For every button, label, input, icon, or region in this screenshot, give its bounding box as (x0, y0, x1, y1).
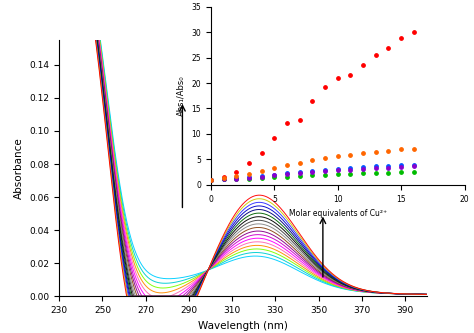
Point (245, 174, 253, 180)
Point (321, 156, 329, 161)
Point (207, 177, 215, 182)
Point (359, 165, 367, 170)
Point (271, 172, 278, 177)
X-axis label: Molar equivalents of Cu²⁺: Molar equivalents of Cu²⁺ (289, 209, 387, 218)
Point (220, 176, 228, 182)
Point (220, 176, 228, 182)
Point (384, 148, 392, 154)
Point (346, 153, 354, 158)
Point (410, 162, 418, 167)
Point (397, 36, 405, 41)
Point (309, 158, 316, 163)
Point (334, 166, 341, 171)
Point (283, 171, 291, 177)
Point (384, 170, 392, 175)
Point (220, 175, 228, 181)
Point (296, 173, 303, 178)
Point (334, 171, 341, 177)
Point (283, 174, 291, 179)
Point (410, 169, 418, 174)
Point (283, 170, 291, 176)
Point (334, 154, 341, 159)
Point (245, 161, 253, 166)
Point (309, 98, 316, 104)
Point (359, 170, 367, 176)
Point (384, 163, 392, 168)
Point (245, 175, 253, 180)
Point (321, 167, 329, 172)
Point (359, 63, 367, 68)
Point (346, 73, 354, 78)
Point (207, 177, 215, 182)
Point (309, 169, 316, 175)
Point (207, 177, 215, 182)
Point (258, 175, 265, 180)
Point (410, 146, 418, 151)
Point (232, 176, 240, 181)
Point (397, 163, 405, 168)
Point (207, 177, 215, 182)
Point (271, 135, 278, 141)
Point (397, 147, 405, 152)
Point (232, 169, 240, 175)
Point (232, 173, 240, 179)
Point (296, 160, 303, 166)
Point (232, 176, 240, 182)
Point (346, 167, 354, 172)
Point (283, 120, 291, 126)
Point (397, 165, 405, 170)
Point (397, 169, 405, 175)
Point (296, 117, 303, 122)
Point (232, 175, 240, 181)
Point (245, 176, 253, 181)
Point (372, 52, 380, 58)
Point (271, 166, 278, 171)
Point (334, 167, 341, 173)
Point (271, 174, 278, 180)
Point (258, 151, 265, 156)
Point (346, 166, 354, 171)
Point (359, 166, 367, 171)
Point (283, 163, 291, 168)
Point (410, 29, 418, 35)
Y-axis label: Abs₁/Abs₀: Abs₁/Abs₀ (177, 76, 186, 116)
Point (372, 170, 380, 175)
Point (321, 168, 329, 174)
Point (258, 173, 265, 178)
Point (207, 177, 215, 182)
Y-axis label: Absorbance: Absorbance (14, 137, 24, 199)
Point (346, 171, 354, 176)
Point (334, 75, 341, 81)
Point (245, 171, 253, 176)
Point (220, 174, 228, 180)
Point (309, 173, 316, 178)
Point (410, 164, 418, 169)
Point (271, 172, 278, 178)
Point (372, 149, 380, 155)
Point (296, 170, 303, 176)
Point (296, 169, 303, 175)
Point (321, 172, 329, 177)
Point (220, 177, 228, 182)
X-axis label: Wavelength (nm): Wavelength (nm) (198, 321, 288, 331)
Point (384, 165, 392, 170)
Point (258, 168, 265, 173)
Point (384, 46, 392, 51)
Point (372, 164, 380, 169)
Point (372, 166, 380, 171)
Point (359, 151, 367, 156)
Point (321, 85, 329, 90)
Point (309, 168, 316, 173)
Point (258, 174, 265, 179)
